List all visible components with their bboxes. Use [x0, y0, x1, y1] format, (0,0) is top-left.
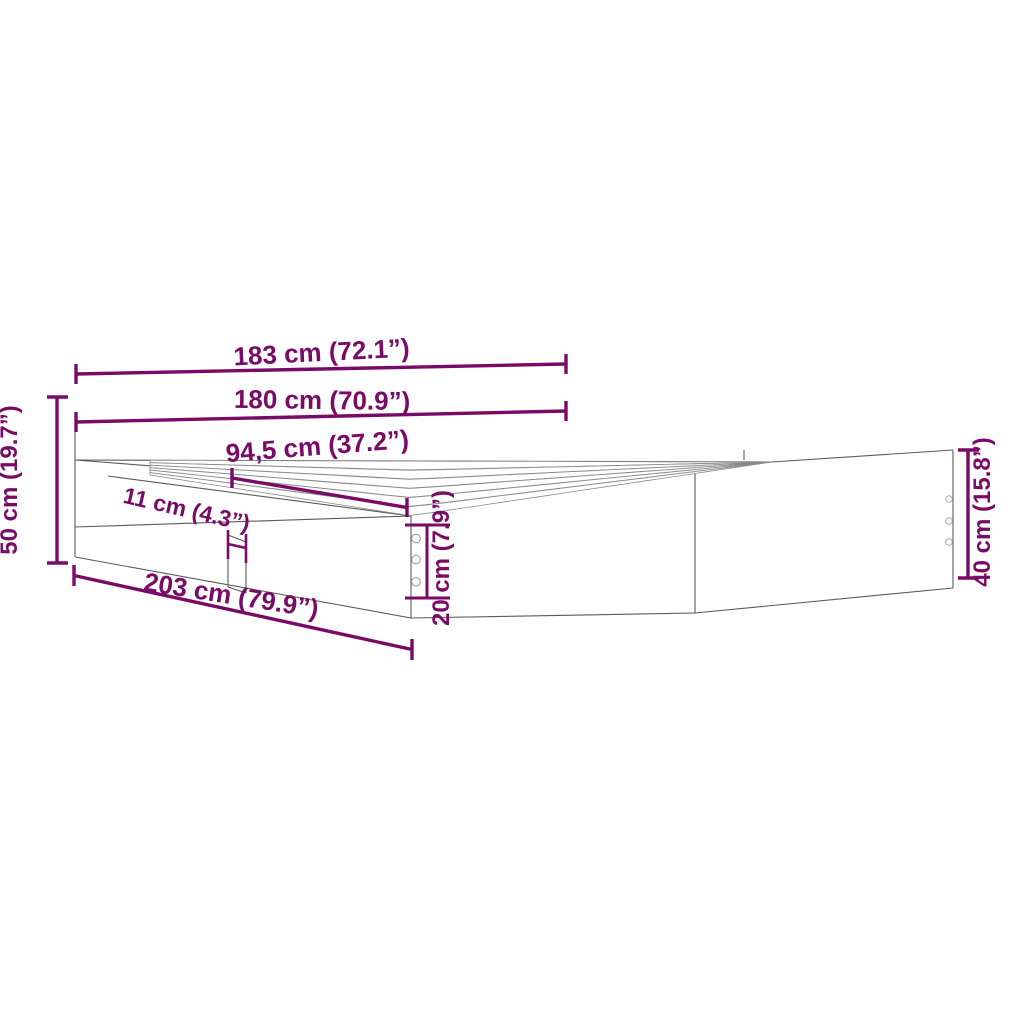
svg-text:203 cm (79.9”): 203 cm (79.9”) — [142, 567, 321, 624]
svg-text:20 cm (7.9”): 20 cm (7.9”) — [428, 490, 455, 626]
svg-text:40 cm (15.8”): 40 cm (15.8”) — [969, 437, 996, 586]
svg-text:183 cm (72.1”): 183 cm (72.1”) — [233, 333, 411, 372]
svg-text:180 cm (70.9”): 180 cm (70.9”) — [234, 384, 411, 416]
svg-text:11 cm (4.3”): 11 cm (4.3”) — [121, 482, 253, 536]
svg-text:50 cm (19.7”): 50 cm (19.7”) — [0, 405, 23, 554]
